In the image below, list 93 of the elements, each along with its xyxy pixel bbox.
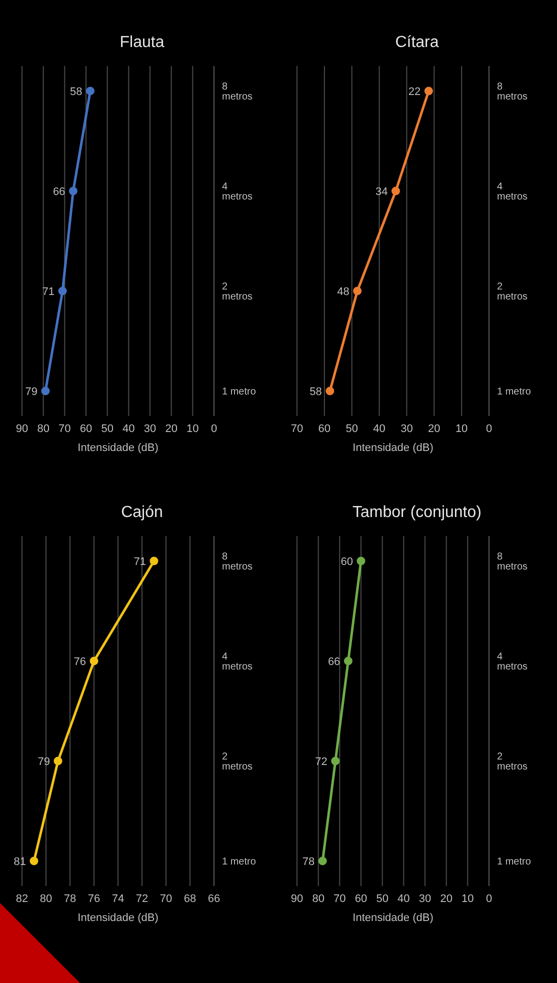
y-tick-label: 8 metros [497,82,528,103]
x-tick-label: 78 [64,892,76,905]
x-tick-label: 90 [290,892,304,905]
y-tick-label: 1 metro [497,386,532,398]
point [86,86,95,96]
point [150,556,158,566]
x-tick-label: 30 [144,422,156,435]
x-tick-label: 20 [440,892,452,905]
x-tick-label: 82 [16,892,28,905]
data-label: 48 [337,286,350,298]
x-tick-label: 68 [184,892,196,905]
data-label: 58 [70,86,82,98]
y-tick-label: 1 metro [222,386,256,398]
point [58,286,67,296]
data-label: 79 [25,386,38,398]
y-tick-label: 2 metros [497,752,528,773]
point [30,856,38,866]
x-axis-title: Intensidade (dB) [78,912,158,924]
chart-title: Cajón [120,503,164,523]
point [318,856,327,866]
x-tick-label: 10 [186,422,199,435]
y-tick-label: 4 metros [222,652,253,673]
data-label: 71 [42,286,55,298]
x-tick-label: 74 [112,892,124,905]
x-tick-label: 70 [290,422,304,435]
y-tick-label: 2 metros [222,752,253,773]
chart-title: Flauta [118,33,166,53]
data-label: 72 [315,756,328,768]
chart-title: Tambor (conjunto) [352,503,482,523]
x-tick-label: 0 [486,892,492,905]
y-tick-label: 1 metro [222,856,256,868]
point [41,386,50,396]
x-tick-label: 50 [376,892,388,905]
x-tick-label: 0 [210,422,218,435]
point [68,186,78,196]
y-tick-label: 4 metros [497,652,528,673]
point [90,656,98,666]
x-axis-title: Intensidade (dB) [352,442,434,454]
data-label: 81 [14,856,26,868]
y-tick-label: 4 metros [497,182,528,203]
x-axis-title: Intensidade (dB) [352,912,434,924]
point [424,86,433,96]
point [331,756,340,766]
data-label: 66 [52,186,66,198]
data-label: 34 [375,186,388,198]
data-label: 71 [134,556,146,568]
x-tick-label: 76 [88,892,100,905]
y-tick-label: 4 metros [222,182,253,203]
y-tick-label: 1 metro [497,856,532,868]
x-tick-label: 90 [16,422,28,435]
x-tick-label: 72 [136,892,148,905]
x-tick-label: 80 [37,422,50,435]
x-tick-label: 30 [400,422,413,435]
x-tick-label: 40 [122,422,135,435]
x-tick-label: 70 [160,892,172,905]
x-tick-label: 70 [334,892,346,905]
point [344,656,352,666]
point [326,386,334,396]
point [391,186,400,196]
data-label: 66 [328,656,340,668]
chart-title: Cítara [394,33,440,53]
x-tick-label: 80 [40,892,52,905]
data-label: 76 [74,656,86,668]
data-label: 22 [408,86,421,98]
data-label: 58 [310,386,322,398]
x-tick-label: 20 [165,422,178,435]
x-tick-label: 30 [418,892,432,905]
point [54,756,62,766]
y-tick-label: 8 metros [222,552,253,573]
x-tick-label: 60 [354,892,368,905]
x-tick-label: 10 [455,422,468,435]
x-tick-label: 50 [346,422,358,435]
data-label: 60 [340,556,353,568]
x-tick-label: 80 [312,892,324,905]
x-tick-label: 10 [462,892,474,905]
x-tick-label: 66 [208,892,220,905]
point [356,556,366,566]
x-tick-label: 40 [398,892,410,905]
x-tick-label: 70 [58,422,71,435]
x-tick-label: 60 [318,422,331,435]
x-tick-label: 20 [428,422,440,435]
x-tick-label: 0 [486,422,492,435]
y-tick-label: 2 metros [222,282,253,303]
x-tick-label: 60 [80,422,92,435]
y-tick-label: 8 metros [497,552,528,573]
data-label: 78 [302,856,315,868]
x-tick-label: 50 [101,422,114,435]
x-tick-label: 40 [373,422,386,435]
data-label: 79 [38,756,50,768]
y-tick-label: 8 metros [222,82,253,103]
point [353,286,362,296]
y-tick-label: 2 metros [497,282,528,303]
x-axis-title: Intensidade (dB) [78,442,158,454]
